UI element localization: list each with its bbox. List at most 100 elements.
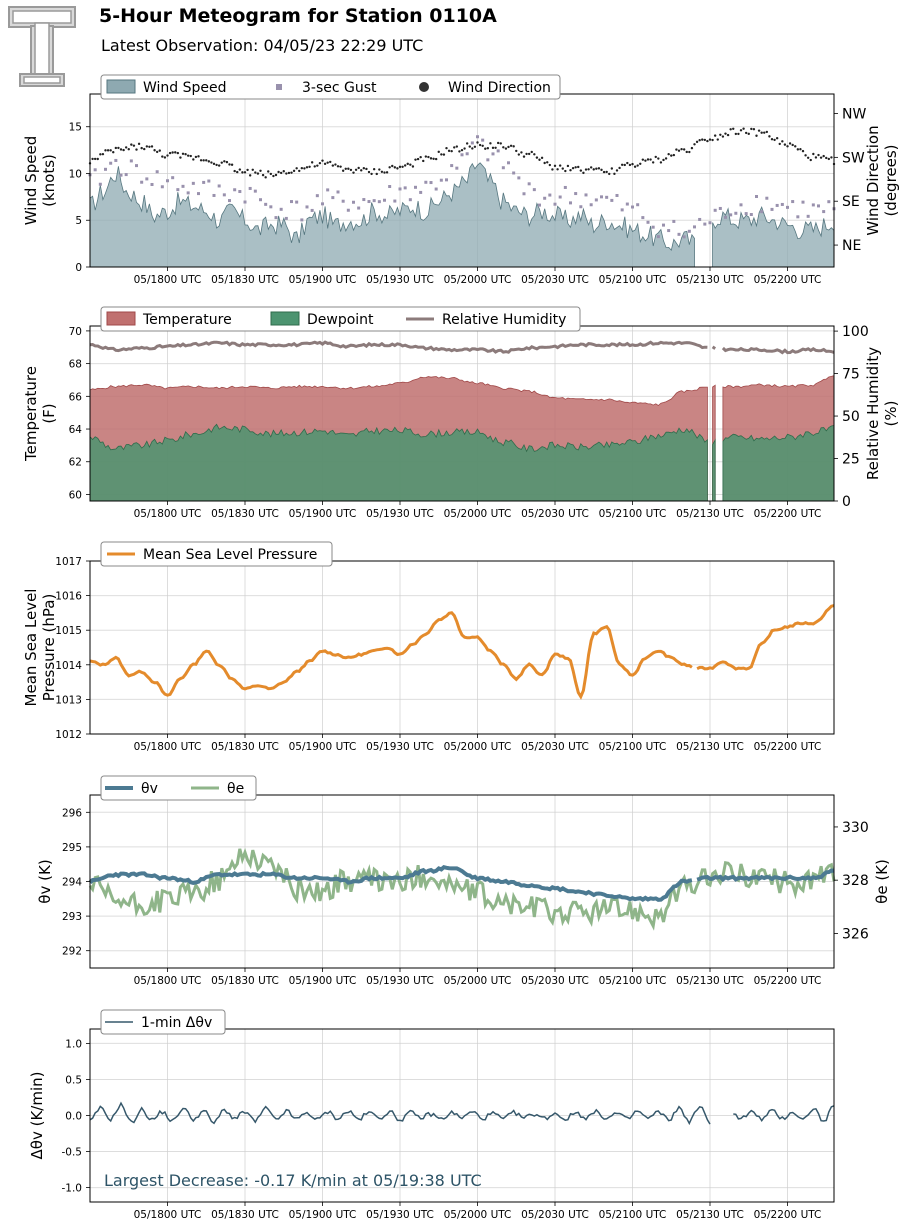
legend-label: θe [227,781,244,797]
legend-label: Wind Direction [448,80,551,96]
gust-marker [104,167,107,171]
legend-label: 3-sec Gust [302,80,377,96]
wind-direction-marker [295,167,298,170]
wind-direction-marker [354,168,358,171]
gust-marker [760,210,764,214]
wind-direction-marker [298,169,301,173]
gust-marker [558,195,562,199]
gust-marker [414,185,417,189]
wind-direction-marker [695,140,699,144]
wind-direction-marker [458,150,461,153]
y-tick-label: 5 [75,215,82,227]
wind-direction-marker [618,166,621,170]
wind-direction-marker [579,169,583,172]
wind-direction-marker [830,156,833,159]
wind-direction-marker [734,132,738,136]
legend-swatch [419,82,429,92]
wind-direction-marker [600,168,603,172]
wind-direction-marker [757,129,761,132]
wind-direction-marker [781,140,784,143]
legend-box [100,74,561,100]
gust-marker [419,190,423,194]
gust-marker [346,208,350,212]
wind-direction-marker [264,176,267,179]
gust-marker [315,194,319,198]
wind-direction-marker [724,132,727,135]
wind-direction-marker [582,171,585,175]
wind-direction-marker [546,161,549,164]
legend-swatch [106,311,136,326]
wind-direction-marker [225,160,229,164]
gust-marker [326,188,330,192]
gust-marker [403,186,407,190]
gust-marker [620,208,624,212]
wind-direction-marker [517,153,521,156]
y2-tick-label: 328 [842,873,869,889]
wind-direction-marker [432,157,435,161]
x-tick-label: 05/2200 UTC [754,1209,822,1221]
gust-marker [310,208,314,212]
wind-direction-marker [362,167,366,170]
wind-direction-marker [538,158,541,161]
wind-direction-marker [553,164,557,168]
wind-direction-marker [455,145,459,148]
gust-marker [238,190,242,194]
gust-marker [284,216,288,220]
wind-direction-marker [742,127,745,130]
legend-label: Relative Humidity [442,312,566,328]
wind-direction-marker [287,171,291,175]
legend-swatch [270,311,300,326]
gust-marker [636,203,640,207]
y-tick-label: 66 [69,391,83,403]
wind-direction-marker [556,168,559,171]
wind-direction-marker [398,165,402,169]
gust-marker [331,196,335,200]
wind-direction-marker [773,138,776,142]
wind-direction-marker [419,155,422,159]
wind-direction-marker [825,156,828,160]
gust-marker [228,199,231,203]
wind-direction-marker [631,162,634,166]
wind-direction-marker [166,154,169,157]
wind-direction-marker [269,172,273,176]
y2-tick-label: NE [842,238,861,254]
wind-direction-marker [535,156,539,159]
y2-tick-label: SW [842,150,865,166]
x-tick-label: 05/1830 UTC [211,741,279,753]
wind-direction-marker [422,159,425,163]
gust-marker [724,215,727,219]
wind-direction-marker [496,141,500,145]
wind-direction-marker [189,154,192,158]
y-tick-label: 1016 [55,591,82,603]
wind-direction-marker [267,170,270,173]
wind-direction-marker [561,167,564,170]
y2-tick-label: 100 [842,324,869,340]
x-tick-label: 05/1900 UTC [289,508,357,520]
gust-marker [548,193,552,197]
gust-marker [140,180,144,184]
wind-direction-marker [334,163,337,166]
wind-direction-marker [137,142,141,146]
wind-direction-marker [551,168,554,171]
wind-direction-marker [520,151,523,154]
gust-marker [109,161,113,165]
wind-direction-marker [664,157,668,160]
wind-direction-marker [378,168,381,171]
wind-direction-marker [577,165,580,169]
x-tick-label: 05/2000 UTC [444,274,512,286]
legend-swatch [106,79,136,94]
wind-direction-marker [801,149,805,153]
x-tick-label: 05/2030 UTC [521,508,589,520]
x-tick-label: 05/2030 UTC [521,1209,589,1221]
y-tick-label: 1012 [55,729,82,741]
wind-direction-marker [605,170,608,174]
wind-direction-marker [667,152,670,156]
wind-direction-marker [310,161,314,164]
y-axis-label: (knots) [40,154,58,207]
x-tick-label: 05/2130 UTC [676,1209,744,1221]
gust-marker [352,200,355,204]
x-tick-label: 05/2200 UTC [754,274,822,286]
gust-marker [512,171,516,175]
gust-marker [166,179,169,183]
x-tick-label: 05/2100 UTC [599,274,667,286]
